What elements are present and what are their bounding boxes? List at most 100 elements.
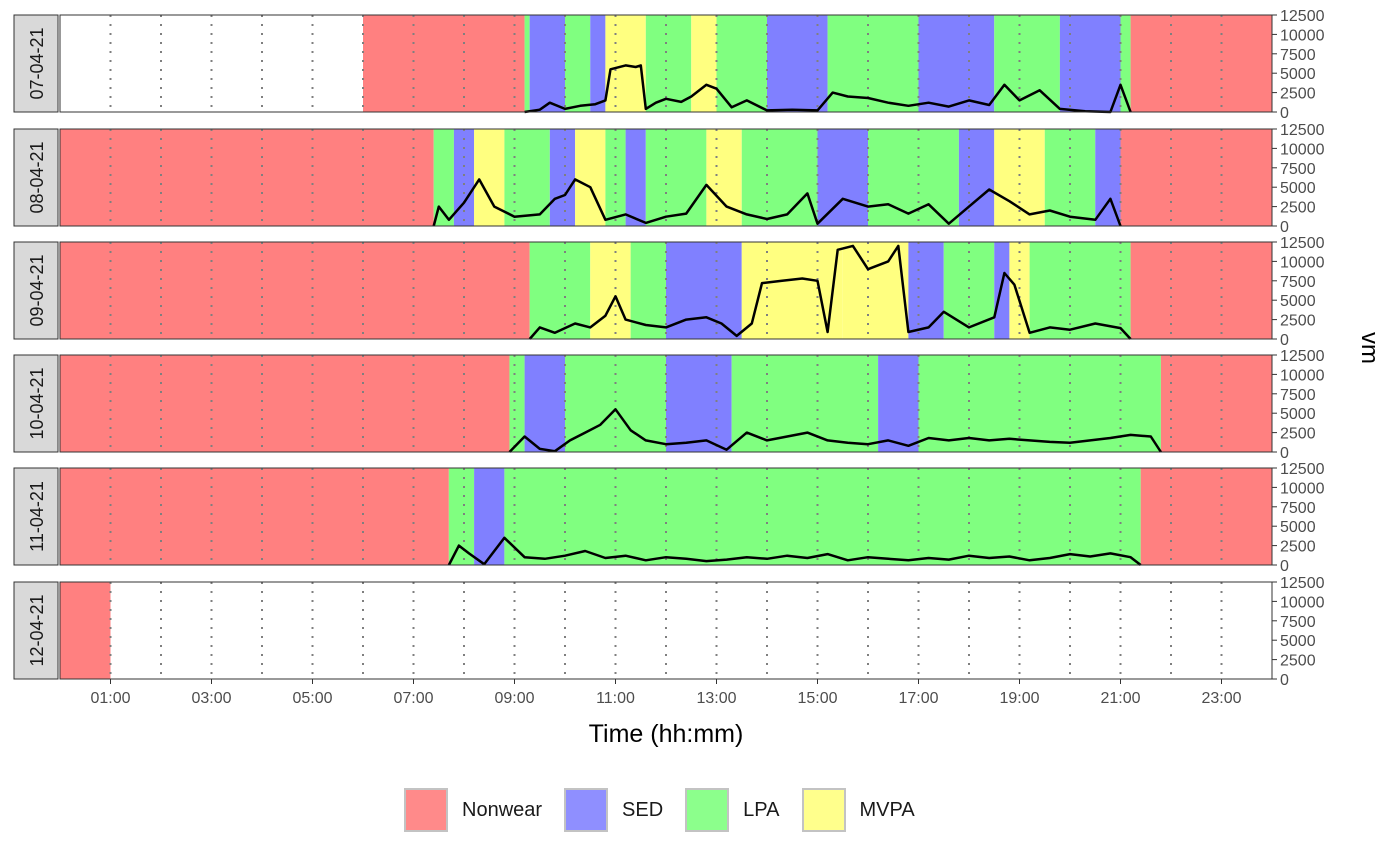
vm-line (524, 64, 1132, 114)
strip-label: 10-04-21 (27, 367, 47, 439)
x-tick-label: 01:00 (90, 690, 130, 707)
strip-label: 07-04-21 (27, 27, 47, 99)
panel-11-04-21: 11-04-21 0 2500 5000 7500 10000 12500 (13, 461, 1325, 575)
segment-sed (474, 468, 505, 565)
x-tick-label: 23:00 (1201, 690, 1241, 707)
segment-nonwear (60, 129, 434, 226)
x-tick-label: 05:00 (292, 690, 332, 707)
segment-lpa (565, 15, 591, 112)
segment-sed (625, 129, 646, 226)
segment-lpa (524, 15, 530, 112)
y-tick-label: 12500 (1280, 348, 1325, 365)
segment-sed (666, 242, 742, 339)
y-axis-title: vm (1356, 332, 1383, 364)
segment-lpa (504, 468, 1141, 565)
legend-label: SED (622, 798, 664, 821)
legend-swatch (404, 788, 448, 832)
activity-chart: 07-04-210250050007500100001250008-04-210… (13, 8, 1383, 748)
segment-sed (666, 355, 732, 452)
y-tick-label: 7500 (1280, 500, 1316, 517)
y-tick-label: 2500 (1280, 653, 1316, 670)
segment-nonwear (1130, 242, 1272, 339)
segment-nonwear (60, 582, 111, 679)
segment-nonwear (60, 242, 530, 339)
x-tick-label: 15:00 (797, 690, 837, 707)
y-tick-label: 10000 (1280, 594, 1325, 611)
segment-lpa (918, 355, 1161, 452)
panel-border (59, 354, 1273, 453)
y-tick-label: 7500 (1280, 274, 1316, 291)
legend-swatch (564, 788, 609, 832)
segment-lpa (605, 129, 626, 226)
segment-sed (878, 355, 919, 452)
segment-lpa (943, 242, 995, 339)
segment-nonwear (363, 15, 525, 112)
strip-label: 11-04-21 (27, 481, 47, 552)
panel-07-04-21: 07-04-21 0 2500 5000 7500 10000 12500 (13, 8, 1325, 122)
y-tick-label: 5000 (1280, 293, 1316, 310)
segment-lpa (509, 355, 525, 452)
strip-label-box (13, 14, 59, 113)
y-tick-label: 0 (1280, 558, 1289, 575)
y-tick-label: 12500 (1280, 575, 1325, 592)
legend-label: Nonwear (462, 798, 543, 821)
y-tick-label: 0 (1280, 105, 1289, 122)
y-tick-label: 12500 (1280, 122, 1325, 139)
legend-item-sed: SED (564, 788, 663, 832)
segment-lpa (448, 468, 475, 565)
vm-line (528, 244, 1132, 340)
y-tick-label: 0 (1280, 445, 1289, 462)
segment-mvpa (474, 129, 505, 226)
y-tick-label: 0 (1280, 672, 1289, 689)
y-tick-label: 7500 (1280, 387, 1316, 404)
y-tick-label: 2500 (1280, 200, 1316, 217)
y-tick-label: 10000 (1280, 480, 1325, 497)
segment-nonwear (1160, 355, 1272, 452)
segment-lpa (1044, 129, 1096, 226)
panel-border (59, 581, 1273, 680)
segment-lpa (645, 15, 692, 112)
segment-nonwear (1120, 129, 1272, 226)
legend-item-mvpa: MVPA (801, 788, 915, 832)
segment-lpa (1120, 15, 1131, 112)
segment-sed (918, 15, 995, 112)
x-tick-label: 09:00 (494, 690, 534, 707)
panel-border (59, 241, 1273, 340)
y-tick-label: 10000 (1280, 254, 1325, 271)
y-tick-label: 5000 (1280, 633, 1316, 650)
segment-sed (994, 242, 1010, 339)
panel-09-04-21: 09-04-21 0 2500 5000 7500 10000 12500 (13, 235, 1325, 349)
segment-nonwear (60, 468, 449, 565)
y-tick-label: 10000 (1280, 367, 1325, 384)
strip-label-box (13, 354, 59, 453)
segment-nonwear (1140, 468, 1272, 565)
legend: Nonwear SED LPA MVPA (404, 788, 937, 832)
y-tick-label: 5000 (1280, 519, 1316, 536)
segment-sed (590, 15, 606, 112)
x-tick-label: 13:00 (696, 690, 736, 707)
segment-lpa (731, 355, 879, 452)
segment-lpa (741, 129, 818, 226)
legend-label: LPA (743, 798, 780, 821)
segment-sed (1059, 15, 1121, 112)
legend-label: MVPA (859, 798, 915, 821)
segment-sed (529, 15, 565, 112)
strip-label-box (13, 467, 59, 566)
y-tick-label: 5000 (1280, 66, 1316, 83)
x-axis-title: Time (hh:mm) (589, 720, 744, 748)
y-tick-label: 2500 (1280, 539, 1316, 556)
legend-swatch (801, 788, 846, 832)
segment-mvpa (590, 242, 631, 339)
x-tick-label: 07:00 (393, 690, 433, 707)
vm-line (508, 408, 1162, 453)
x-tick-label: 03:00 (191, 690, 231, 707)
segment-lpa (565, 355, 666, 452)
segment-sed (549, 129, 576, 226)
segment-mvpa (994, 129, 1045, 226)
y-tick-label: 12500 (1280, 235, 1325, 252)
segment-mvpa (691, 15, 717, 112)
segment-lpa (433, 129, 454, 226)
segment-lpa (868, 129, 959, 226)
panel-08-04-21: 08-04-21 0 2500 5000 7500 10000 12500 (13, 122, 1325, 236)
